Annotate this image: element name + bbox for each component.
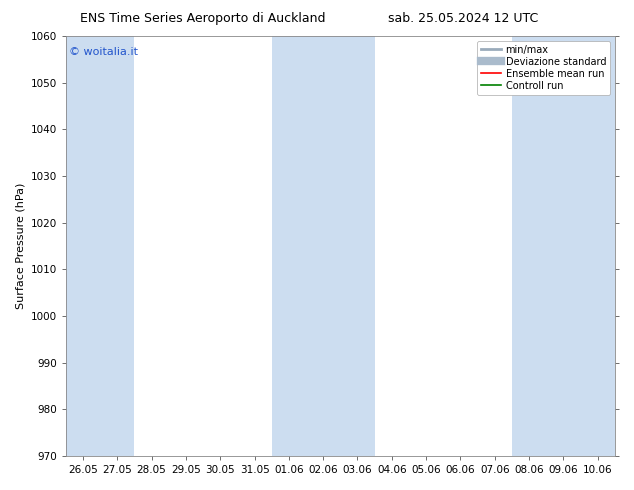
Text: © woitalia.it: © woitalia.it	[68, 47, 138, 57]
Bar	[272, 36, 375, 456]
Legend: min/max, Deviazione standard, Ensemble mean run, Controll run: min/max, Deviazione standard, Ensemble m…	[477, 41, 610, 95]
Y-axis label: Surface Pressure (hPa): Surface Pressure (hPa)	[15, 183, 25, 309]
Bar	[66, 36, 134, 456]
Text: sab. 25.05.2024 12 UTC: sab. 25.05.2024 12 UTC	[388, 12, 538, 25]
Text: ENS Time Series Aeroporto di Auckland: ENS Time Series Aeroporto di Auckland	[80, 12, 326, 25]
Bar	[512, 36, 615, 456]
